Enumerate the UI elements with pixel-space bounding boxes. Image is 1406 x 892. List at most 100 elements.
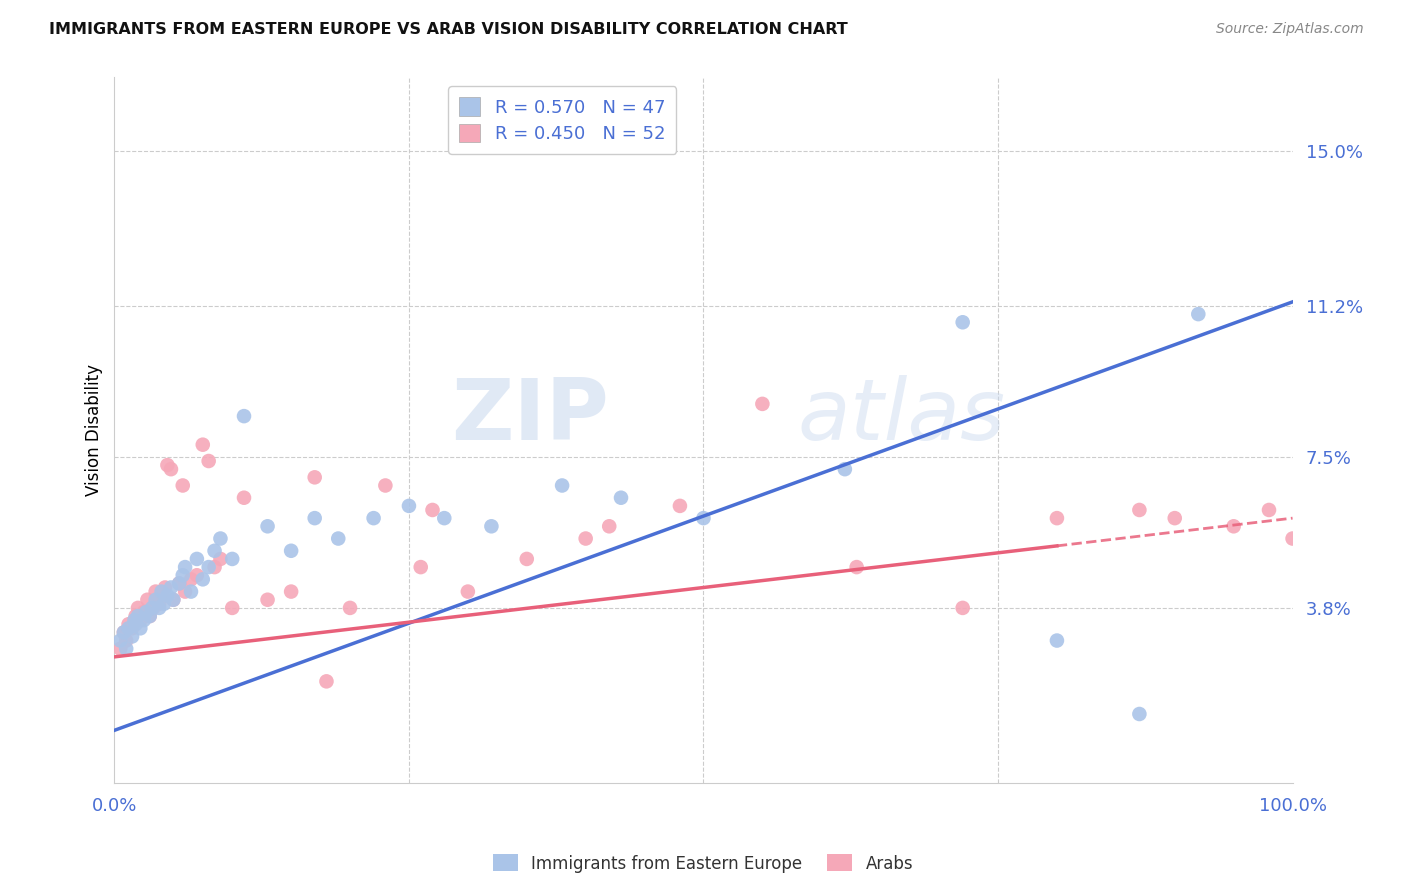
Point xyxy=(153,581,176,595)
Legend: R = 0.570   N = 47, R = 0.450   N = 52: R = 0.570 N = 47, R = 0.450 N = 52 xyxy=(449,87,676,154)
Point xyxy=(167,576,190,591)
Point xyxy=(124,613,146,627)
Point xyxy=(110,633,132,648)
Point xyxy=(952,601,974,615)
Point xyxy=(117,617,139,632)
Point xyxy=(1222,519,1244,533)
Point xyxy=(197,560,219,574)
Text: IMMIGRANTS FROM EASTERN EUROPE VS ARAB VISION DISABILITY CORRELATION CHART: IMMIGRANTS FROM EASTERN EUROPE VS ARAB V… xyxy=(49,22,848,37)
Point xyxy=(162,592,184,607)
Point xyxy=(409,560,432,574)
Point xyxy=(160,462,183,476)
Point xyxy=(167,576,190,591)
Point xyxy=(204,543,226,558)
Point xyxy=(156,589,179,603)
Point xyxy=(139,609,162,624)
Point xyxy=(610,491,633,505)
Point xyxy=(1164,511,1187,525)
Point xyxy=(233,491,256,505)
Point xyxy=(172,478,194,492)
Point xyxy=(162,592,184,607)
Point xyxy=(1187,307,1209,321)
Point xyxy=(209,552,232,566)
Point xyxy=(339,601,361,615)
Point xyxy=(139,609,162,624)
Point xyxy=(142,601,165,615)
Point xyxy=(129,621,152,635)
Point xyxy=(751,397,773,411)
Point xyxy=(124,617,146,632)
Point xyxy=(191,572,214,586)
Point xyxy=(156,458,179,472)
Point xyxy=(952,315,974,329)
Point xyxy=(115,633,138,648)
Point xyxy=(1128,503,1150,517)
Y-axis label: Vision Disability: Vision Disability xyxy=(86,365,103,497)
Point xyxy=(669,499,692,513)
Point xyxy=(174,560,197,574)
Point xyxy=(115,641,138,656)
Point xyxy=(121,621,143,635)
Point xyxy=(148,601,170,615)
Point xyxy=(209,532,232,546)
Point xyxy=(204,560,226,574)
Point xyxy=(180,584,202,599)
Point xyxy=(150,589,173,603)
Point xyxy=(304,511,326,525)
Point xyxy=(598,519,620,533)
Point xyxy=(150,584,173,599)
Point xyxy=(136,592,159,607)
Point xyxy=(575,532,598,546)
Point xyxy=(304,470,326,484)
Point xyxy=(433,511,456,525)
Point xyxy=(1281,532,1303,546)
Point xyxy=(180,572,202,586)
Point xyxy=(280,543,302,558)
Point xyxy=(1046,511,1069,525)
Point xyxy=(221,552,243,566)
Point xyxy=(363,511,385,525)
Point xyxy=(148,597,170,611)
Point xyxy=(328,532,350,546)
Point xyxy=(398,499,420,513)
Point xyxy=(186,568,208,582)
Point xyxy=(121,630,143,644)
Point xyxy=(1128,706,1150,721)
Point xyxy=(112,625,135,640)
Point xyxy=(127,609,149,624)
Point xyxy=(174,584,197,599)
Point xyxy=(256,519,278,533)
Point xyxy=(422,503,444,517)
Point xyxy=(1046,633,1069,648)
Point xyxy=(315,674,337,689)
Point xyxy=(834,462,856,476)
Point xyxy=(481,519,503,533)
Text: ZIP: ZIP xyxy=(451,375,609,458)
Point xyxy=(127,601,149,615)
Point xyxy=(112,625,135,640)
Point xyxy=(117,621,139,635)
Text: atlas: atlas xyxy=(797,375,1005,458)
Point xyxy=(172,568,194,582)
Point xyxy=(457,584,479,599)
Point xyxy=(110,641,132,656)
Point xyxy=(124,609,146,624)
Point xyxy=(132,605,155,619)
Point xyxy=(186,552,208,566)
Point xyxy=(141,601,163,615)
Point xyxy=(221,601,243,615)
Point xyxy=(145,592,167,607)
Point xyxy=(1258,503,1281,517)
Point xyxy=(132,613,155,627)
Point xyxy=(197,454,219,468)
Point xyxy=(145,584,167,599)
Point xyxy=(191,438,214,452)
Point xyxy=(845,560,868,574)
Point xyxy=(233,409,256,424)
Point xyxy=(256,592,278,607)
Point xyxy=(129,613,152,627)
Text: Source: ZipAtlas.com: Source: ZipAtlas.com xyxy=(1216,22,1364,37)
Point xyxy=(551,478,574,492)
Point xyxy=(153,597,176,611)
Point xyxy=(280,584,302,599)
